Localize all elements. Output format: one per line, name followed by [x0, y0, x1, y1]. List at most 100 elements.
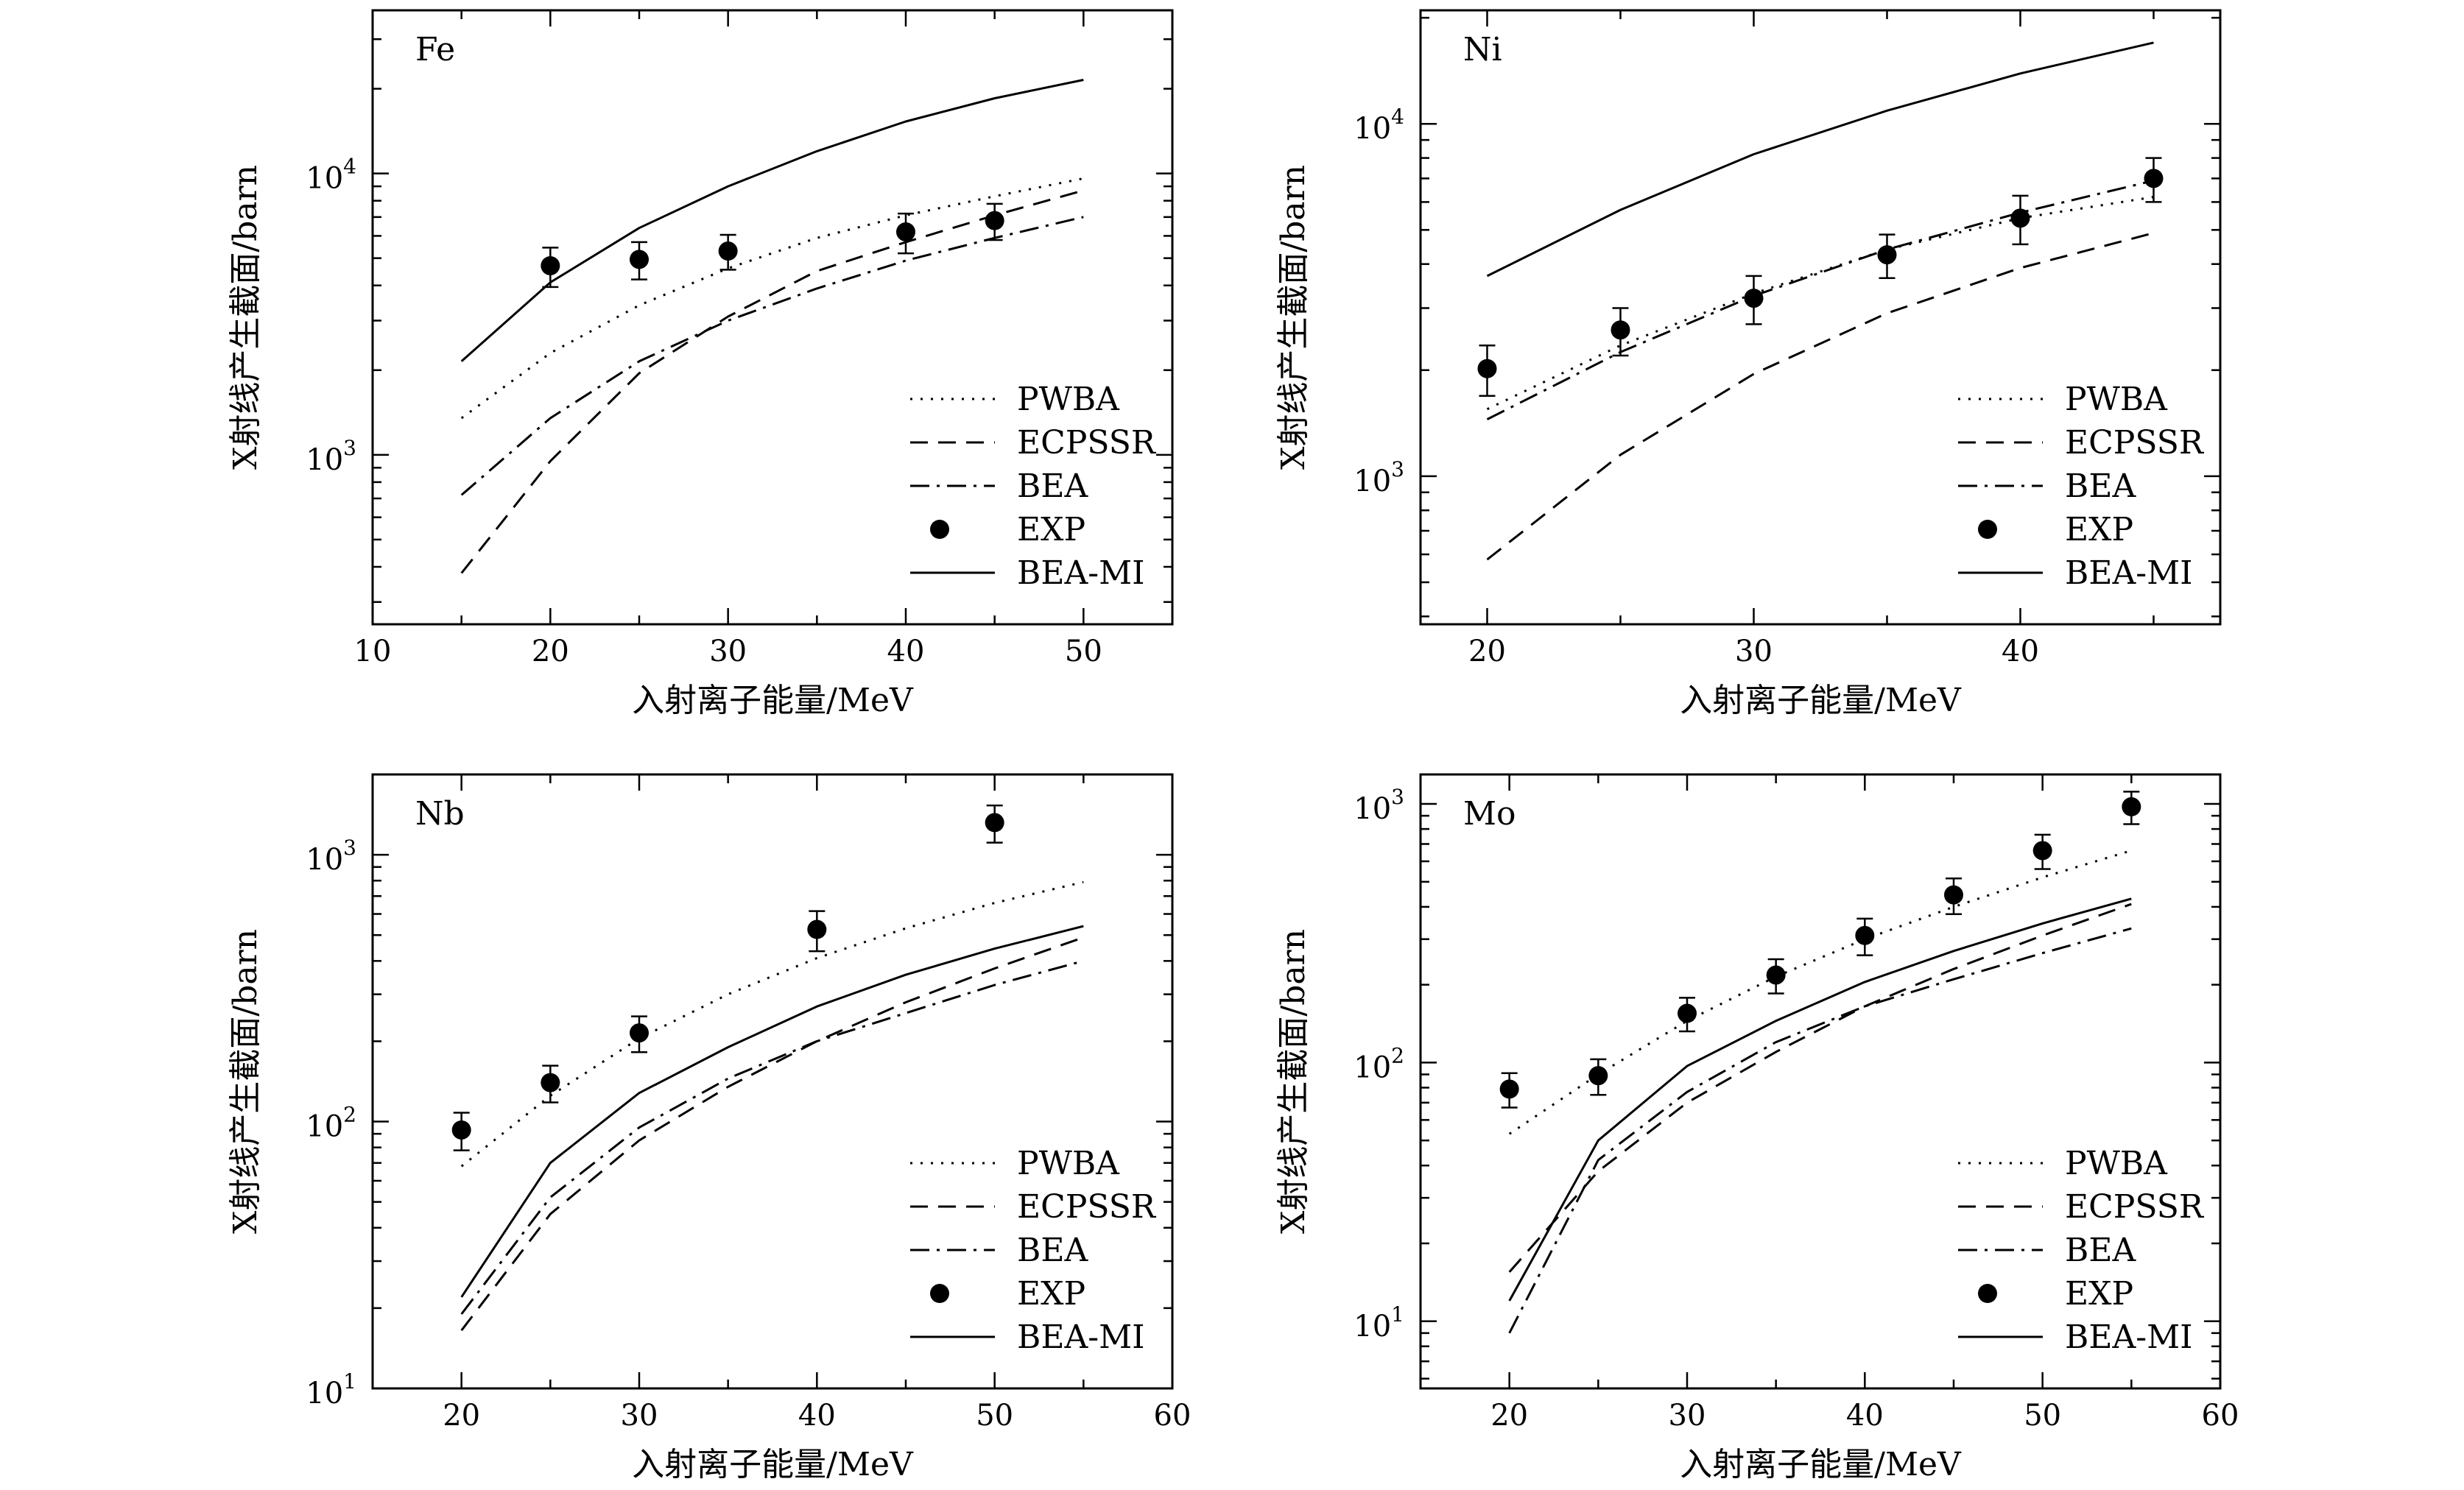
y-tick-base: 10 — [306, 1110, 343, 1144]
x-tick-label: 50 — [1065, 635, 1102, 668]
y-tick-label: 103 — [1354, 785, 1404, 826]
y-tick-label: 104 — [1354, 105, 1404, 146]
bea-mi-series-line — [460, 79, 1084, 362]
exp-data-point — [1477, 359, 1497, 378]
x-axis-title: 入射离子能量/MeV — [632, 682, 914, 719]
legend: PWBA ECPSSR BEA EXP BEA-MI — [1958, 1145, 2205, 1356]
exp-data-point — [1744, 289, 1764, 308]
legend-bea-mi-label: BEA-MI — [1017, 1318, 1145, 1356]
legend-bea-mi-label: BEA-MI — [2065, 554, 2193, 592]
legend-pwba-label: PWBA — [1017, 1145, 1120, 1182]
x-tick-label: 30 — [1669, 1399, 1706, 1433]
y-axis-title: X射线产生截面/barn — [1275, 929, 1312, 1234]
plot-area — [1499, 791, 2141, 1334]
y-tick-base: 10 — [306, 1377, 343, 1410]
exp-data-point — [1678, 1003, 1697, 1023]
y-tick-base: 10 — [306, 443, 343, 477]
legend-pwba-label: PWBA — [1017, 381, 1120, 418]
legend-bea-label: BEA — [1017, 1232, 1088, 1269]
legend-exp-label: EXP — [2065, 1275, 2133, 1313]
exp-data-point — [807, 919, 827, 939]
exp-data-point — [1855, 925, 1875, 945]
exp-data-point — [1499, 1079, 1519, 1099]
exp-data-point — [630, 250, 649, 269]
y-tick-exponent: 4 — [1391, 105, 1404, 129]
panel-nb: 20 30 40 50 60101102103入射离子能量/MeVX射线产生截面/bar… — [227, 773, 1191, 1483]
exp-data-point — [896, 222, 915, 241]
x-tick-label: 30 — [621, 1399, 658, 1433]
x-tick-label: 30 — [1735, 635, 1773, 668]
x-axis-title: 入射离子能量/MeV — [632, 1446, 914, 1483]
plot-frame — [1419, 773, 2222, 1390]
y-tick-label: 103 — [306, 436, 356, 477]
y-tick-label: 101 — [306, 1369, 356, 1410]
y-tick-exponent: 2 — [343, 1103, 356, 1127]
legend-exp-marker — [1978, 520, 1997, 539]
y-tick-label: 102 — [1354, 1043, 1404, 1084]
pwba-series-line — [1486, 196, 2154, 411]
exp-data-point — [451, 1120, 471, 1140]
y-tick-label: 102 — [306, 1103, 356, 1144]
x-tick-label: 20 — [1490, 1399, 1528, 1433]
y-tick-label: 104 — [306, 155, 356, 196]
y-tick-exponent: 3 — [1391, 785, 1404, 809]
y-axis-title: X射线产生截面/barn — [227, 165, 264, 470]
x-tick-label: 40 — [798, 1399, 836, 1433]
ecpssr-series-line — [460, 936, 1084, 1332]
pwba-series-line — [1508, 849, 2132, 1135]
x-tick-label: 40 — [1846, 1399, 1884, 1433]
x-tick-label: 60 — [2202, 1399, 2239, 1433]
exp-data-point — [718, 241, 738, 261]
exp-data-point — [985, 211, 1004, 230]
ecpssr-series-line — [1508, 903, 2132, 1273]
plot-frame — [371, 773, 1174, 1390]
exp-data-point — [1766, 965, 1786, 985]
pwba-series-line — [460, 880, 1084, 1168]
exp-data-point — [2010, 208, 2030, 228]
y-axis-title: X射线产生截面/barn — [227, 929, 264, 1234]
bea-mi-series-line — [1508, 897, 2132, 1302]
legend-ecpssr-label: ECPSSR — [1017, 1188, 1157, 1226]
legend-exp-label: EXP — [1017, 511, 1085, 548]
y-tick-base: 10 — [306, 162, 343, 196]
x-tick-label: 10 — [354, 635, 392, 668]
y-tick-exponent: 3 — [343, 436, 356, 460]
legend-ecpssr-label: ECPSSR — [1017, 424, 1157, 462]
legend: PWBA ECPSSR BEA EXP BEA-MI — [910, 1145, 1157, 1356]
y-tick-exponent: 3 — [343, 836, 356, 860]
legend-ecpssr-label: ECPSSR — [2065, 1188, 2205, 1226]
exp-data-point — [2032, 841, 2052, 861]
exp-data-point — [541, 1073, 560, 1092]
y-tick-base: 10 — [1354, 112, 1391, 146]
plot-area — [460, 79, 1084, 574]
x-tick-label: 50 — [976, 1399, 1013, 1433]
y-tick-exponent: 1 — [1391, 1302, 1404, 1327]
bea-series-line — [460, 959, 1084, 1315]
bea-mi-series-line — [1486, 41, 2154, 278]
legend-exp-marker — [930, 520, 949, 539]
exp-data-point — [985, 813, 1004, 833]
legend-bea-label: BEA — [2065, 467, 2136, 505]
exp-data-point — [630, 1023, 649, 1043]
y-tick-label: 103 — [306, 836, 356, 877]
y-tick-exponent: 1 — [343, 1369, 356, 1394]
x-tick-label: 50 — [2024, 1399, 2061, 1433]
legend-ecpssr-label: ECPSSR — [2065, 424, 2205, 462]
x-tick-label: 20 — [532, 635, 569, 668]
y-tick-exponent: 2 — [1391, 1043, 1404, 1067]
bea-series-line — [1486, 179, 2154, 420]
legend-bea-mi-label: BEA-MI — [1017, 554, 1145, 592]
panel-element-label: Mo — [1463, 795, 1516, 833]
y-tick-exponent: 4 — [343, 155, 356, 179]
ecpssr-series-line — [460, 189, 1084, 574]
legend-bea-label: BEA — [1017, 467, 1088, 505]
panel-ni: 20 30 40103104入射离子能量/MeVX射线产生截面/barnNiPWBA… — [1275, 9, 2222, 719]
panel-element-label: Fe — [415, 31, 455, 68]
legend-bea-mi-label: BEA-MI — [2065, 1318, 2193, 1356]
legend: PWBA ECPSSR BEA EXP BEA-MI — [910, 381, 1157, 592]
legend-pwba-label: PWBA — [2065, 381, 2168, 418]
pwba-series-line — [460, 177, 1084, 420]
x-axis-title: 入射离子能量/MeV — [1680, 1446, 1962, 1483]
bea-series-line — [1508, 927, 2132, 1334]
